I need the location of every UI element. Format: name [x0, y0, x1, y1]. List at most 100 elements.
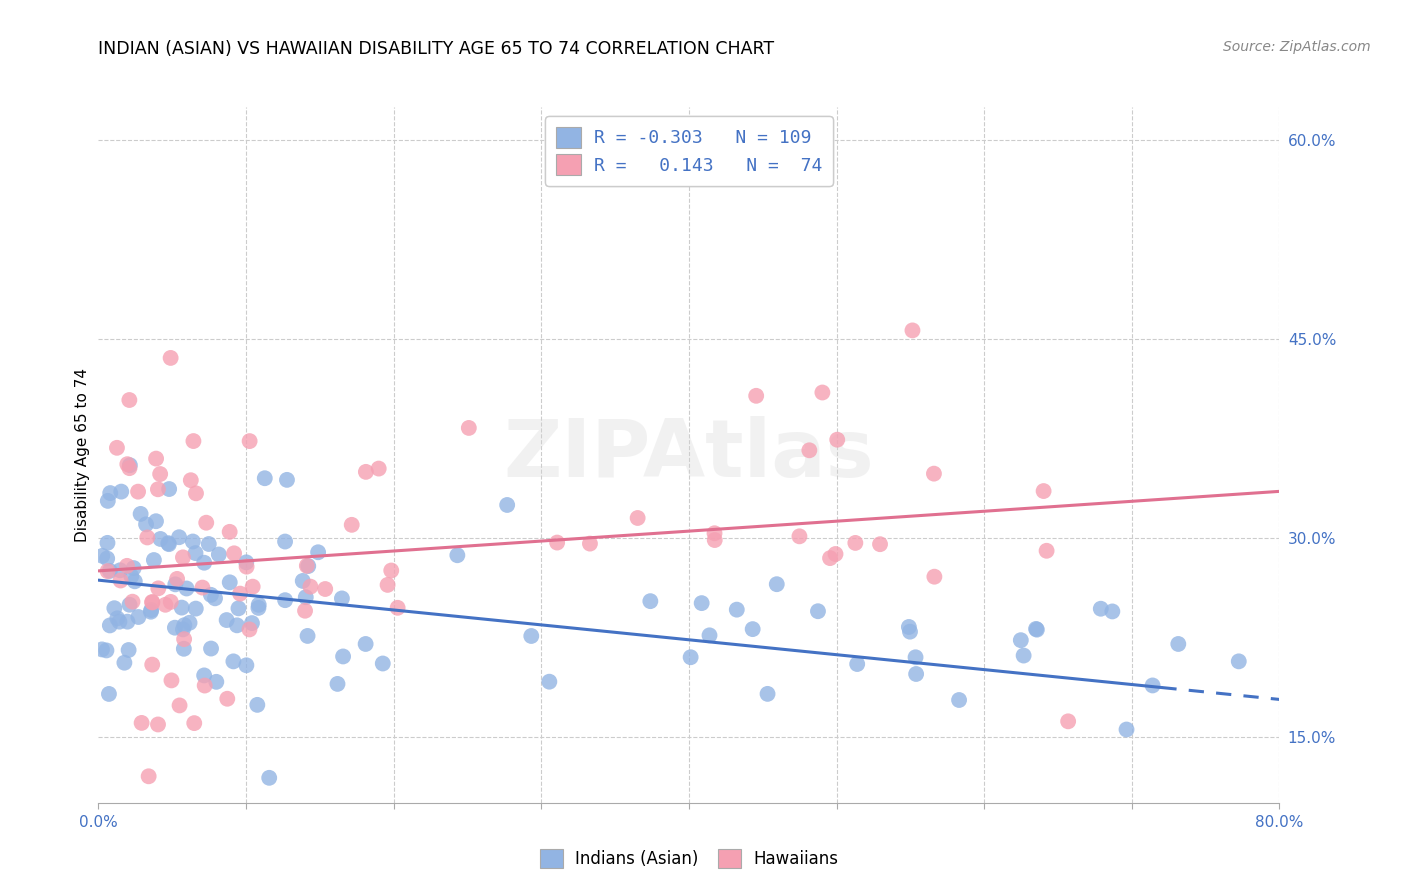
Point: [173, 618, 195, 632]
Point: [844, 536, 866, 550]
Point: [90, 642, 112, 657]
Point: [745, 389, 768, 403]
Point: [183, 434, 205, 448]
Point: [96, 643, 118, 657]
Point: [181, 534, 204, 549]
Point: [799, 443, 821, 458]
Legend: R = -0.303   N = 109, R =   0.143   N =  74: R = -0.303 N = 109, R = 0.143 N = 74: [546, 116, 832, 186]
Point: [240, 616, 263, 631]
Point: [122, 561, 145, 575]
Point: [120, 569, 142, 583]
Point: [257, 771, 280, 785]
Point: [110, 484, 132, 499]
Point: [159, 595, 181, 609]
Point: [1167, 637, 1189, 651]
Text: INDIAN (ASIAN) VS HAWAIIAN DISABILITY AGE 65 TO 74 CORRELATION CHART: INDIAN (ASIAN) VS HAWAIIAN DISABILITY AG…: [98, 40, 775, 58]
Point: [340, 517, 363, 532]
Point: [905, 667, 928, 681]
Point: [869, 537, 891, 551]
Point: [183, 716, 205, 731]
Point: [97, 564, 120, 578]
Point: [756, 687, 779, 701]
Point: [380, 564, 402, 578]
Point: [121, 595, 143, 609]
Point: [330, 591, 353, 606]
Point: [98, 618, 121, 632]
Point: [117, 643, 139, 657]
Point: [167, 530, 190, 544]
Point: [105, 611, 128, 625]
Point: [294, 604, 316, 618]
Point: [1227, 654, 1250, 668]
Point: [546, 535, 568, 549]
Point: [235, 559, 257, 574]
Point: [1142, 678, 1164, 692]
Point: [97, 687, 120, 701]
Point: [169, 698, 191, 713]
Point: [108, 563, 131, 577]
Point: [818, 551, 841, 566]
Point: [91, 549, 114, 563]
Point: [208, 548, 231, 562]
Point: [142, 553, 165, 567]
Point: [222, 546, 245, 560]
Point: [297, 559, 319, 574]
Text: Source: ZipAtlas.com: Source: ZipAtlas.com: [1223, 40, 1371, 54]
Point: [247, 601, 270, 615]
Point: [129, 507, 152, 521]
Point: [117, 457, 139, 471]
Legend: Indians (Asian), Hawaiians: Indians (Asian), Hawaiians: [533, 842, 845, 875]
Point: [135, 517, 157, 532]
Point: [741, 622, 763, 636]
Point: [218, 575, 240, 590]
Point: [354, 465, 377, 479]
Point: [1025, 623, 1047, 637]
Point: [115, 558, 138, 573]
Point: [948, 693, 970, 707]
Point: [1025, 622, 1047, 636]
Point: [246, 698, 269, 712]
Point: [141, 595, 163, 609]
Point: [811, 385, 834, 400]
Point: [112, 656, 135, 670]
Point: [1012, 648, 1035, 663]
Point: [218, 524, 240, 539]
Point: [184, 486, 207, 500]
Point: [118, 458, 141, 473]
Point: [176, 582, 198, 596]
Point: [145, 451, 167, 466]
Point: [307, 545, 329, 559]
Point: [326, 677, 349, 691]
Point: [825, 433, 848, 447]
Point: [98, 564, 121, 578]
Point: [105, 441, 128, 455]
Point: [314, 582, 336, 596]
Point: [627, 511, 650, 525]
Point: [194, 679, 217, 693]
Point: [1057, 714, 1080, 729]
Point: [131, 715, 153, 730]
Point: [163, 621, 186, 635]
Point: [97, 494, 120, 508]
Point: [922, 467, 945, 481]
Point: [276, 473, 298, 487]
Point: [193, 556, 215, 570]
Point: [155, 598, 177, 612]
Point: [170, 600, 193, 615]
Point: [496, 498, 519, 512]
Point: [226, 618, 249, 632]
Point: [520, 629, 543, 643]
Point: [141, 595, 163, 609]
Point: [846, 657, 869, 671]
Point: [387, 600, 409, 615]
Point: [157, 536, 180, 550]
Point: [1010, 633, 1032, 648]
Point: [299, 580, 322, 594]
Point: [377, 578, 399, 592]
Point: [898, 624, 921, 639]
Point: [127, 610, 149, 624]
Point: [118, 461, 141, 475]
Point: [291, 574, 314, 588]
Point: [110, 574, 132, 588]
Point: [295, 558, 318, 573]
